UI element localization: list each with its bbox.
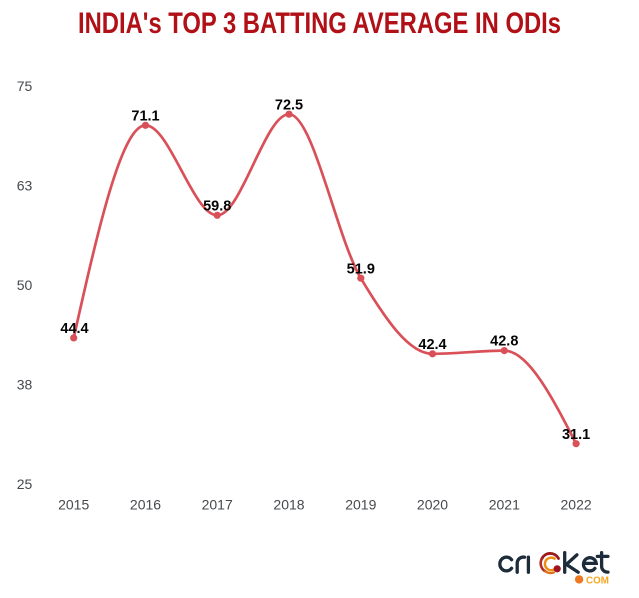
svg-text:31.1: 31.1 — [562, 427, 590, 443]
svg-text:25: 25 — [17, 476, 33, 492]
svg-text:INDIA's TOP 3 BATTING AVERAGE: INDIA's TOP 3 BATTING AVERAGE IN ODIs — [78, 7, 561, 40]
svg-text:72.5: 72.5 — [275, 97, 303, 113]
svg-text:59.8: 59.8 — [203, 198, 231, 214]
svg-text:2015: 2015 — [58, 497, 89, 513]
svg-text:2022: 2022 — [561, 497, 592, 513]
svg-text:51.9: 51.9 — [347, 261, 375, 277]
svg-text:44.4: 44.4 — [60, 321, 88, 337]
svg-text:50: 50 — [17, 277, 33, 293]
svg-text:42.4: 42.4 — [418, 337, 446, 353]
svg-text:2018: 2018 — [273, 497, 304, 513]
svg-text:38: 38 — [17, 377, 33, 393]
svg-text:63: 63 — [17, 178, 33, 194]
svg-text:71.1: 71.1 — [131, 108, 159, 124]
svg-text:2020: 2020 — [417, 497, 448, 513]
svg-text:2019: 2019 — [345, 497, 376, 513]
svg-text:2017: 2017 — [202, 497, 233, 513]
svg-text:COM: COM — [586, 576, 609, 587]
svg-text:2021: 2021 — [489, 497, 520, 513]
svg-text:2016: 2016 — [130, 497, 161, 513]
svg-text:75: 75 — [17, 78, 33, 94]
svg-text:42.8: 42.8 — [490, 334, 518, 350]
